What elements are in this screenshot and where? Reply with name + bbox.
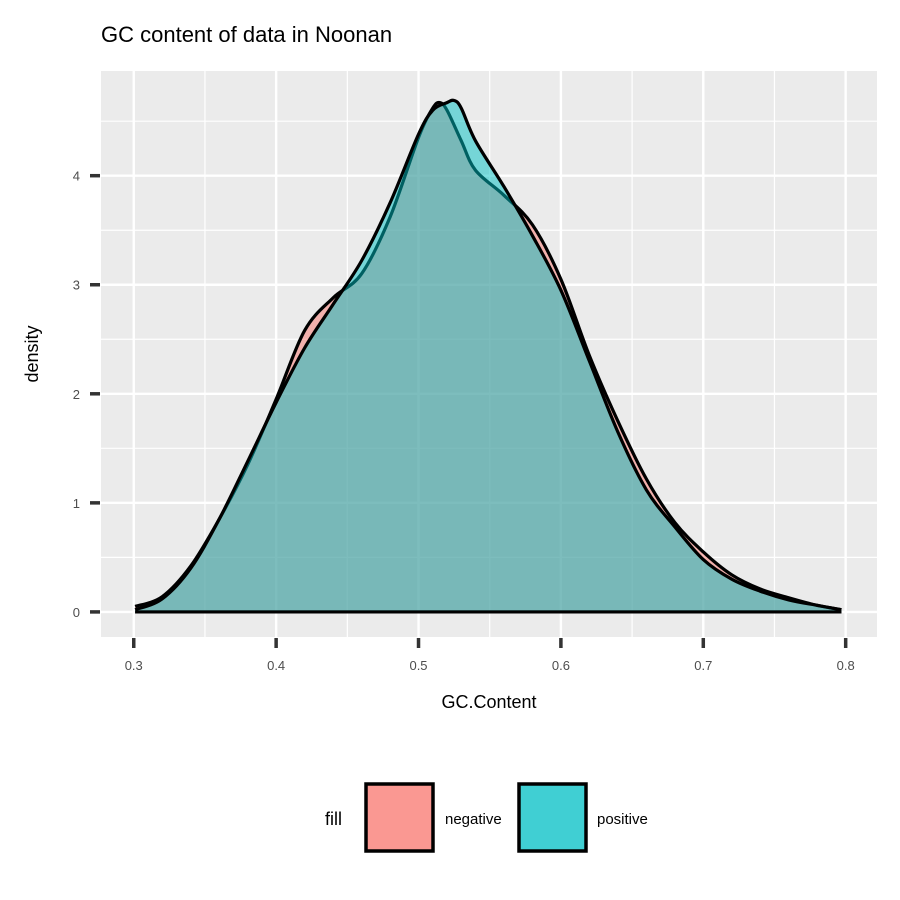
x-tick-label: 0.4 [267,658,285,673]
chart-title: GC content of data in Noonan [101,22,392,47]
legend-key-negative [364,782,435,853]
x-tick-label: 0.6 [552,658,570,673]
legend: fill negative positive [325,782,648,853]
y-tick-label: 0 [73,605,80,620]
y-tick-label: 3 [73,278,80,293]
x-tick-label: 0.3 [125,658,143,673]
y-tick-label: 2 [73,387,80,402]
legend-key-positive [517,782,588,853]
density-area-positive [135,100,842,612]
density-curves [134,98,842,614]
y-axis: 0 1 2 3 4 [73,169,100,620]
y-tick-label: 1 [73,496,80,511]
x-axis: 0.3 0.4 0.5 0.6 0.7 0.8 [125,638,855,673]
y-axis-title: density [22,325,42,382]
legend-label-positive: positive [597,811,648,828]
x-tick-label: 0.8 [837,658,855,673]
legend-label-negative: negative [445,811,502,828]
x-axis-title: GC.Content [441,692,536,712]
y-tick-label: 4 [73,169,80,184]
x-tick-label: 0.7 [694,658,712,673]
density-line-positive [134,98,842,612]
x-tick-label: 0.5 [409,658,427,673]
legend-title: fill [325,809,342,829]
